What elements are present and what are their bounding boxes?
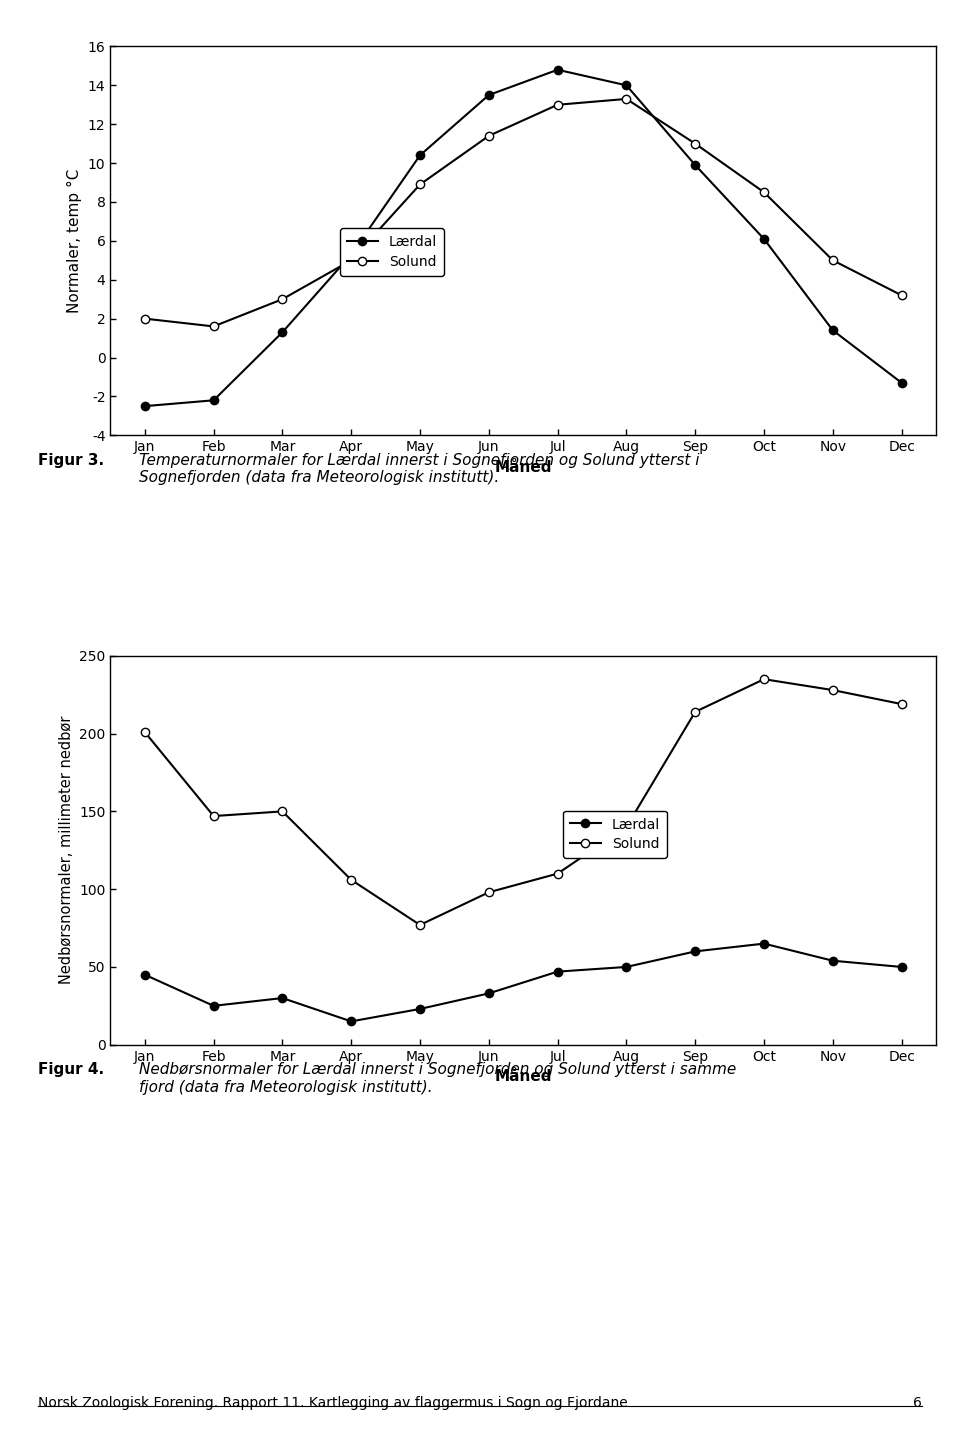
Lærdal	[758, 231, 770, 248]
Solund	[139, 724, 151, 741]
Solund	[758, 183, 770, 200]
Lærdal	[620, 958, 632, 975]
Lærdal	[139, 966, 151, 984]
Lærdal	[276, 324, 288, 341]
Lærdal	[896, 958, 907, 975]
Solund	[276, 802, 288, 820]
Lærdal	[827, 322, 839, 340]
Solund	[689, 704, 701, 721]
Solund	[276, 290, 288, 308]
Lærdal	[552, 963, 564, 981]
Lærdal	[689, 157, 701, 174]
Lærdal	[415, 1000, 426, 1017]
Lærdal	[208, 392, 220, 409]
Lærdal	[346, 245, 357, 263]
Lærdal	[827, 952, 839, 969]
Solund	[552, 865, 564, 882]
Solund	[346, 251, 357, 268]
X-axis label: Måned: Måned	[494, 1069, 552, 1084]
Solund	[758, 670, 770, 688]
Solund	[827, 251, 839, 268]
Legend: Lærdal, Solund: Lærdal, Solund	[340, 228, 444, 276]
Lærdal	[276, 990, 288, 1007]
Lærdal	[346, 1013, 357, 1030]
Legend: Lærdal, Solund: Lærdal, Solund	[564, 811, 667, 858]
Y-axis label: Normaler, temp °C: Normaler, temp °C	[67, 168, 83, 313]
Solund	[620, 90, 632, 107]
Lærdal	[620, 77, 632, 94]
Lærdal	[415, 147, 426, 164]
Text: Norsk Zoologisk Forening. Rapport 11. Kartlegging av flaggermus i Sogn og Fjorda: Norsk Zoologisk Forening. Rapport 11. Ka…	[38, 1396, 628, 1410]
Lærdal	[208, 997, 220, 1014]
Lærdal	[483, 86, 494, 103]
Lærdal	[758, 934, 770, 952]
Solund	[415, 916, 426, 933]
Line: Lærdal: Lærdal	[140, 65, 906, 411]
Solund	[346, 871, 357, 888]
Lærdal	[552, 61, 564, 78]
Solund	[689, 135, 701, 152]
Solund	[896, 695, 907, 712]
Line: Solund: Solund	[140, 94, 906, 331]
Solund	[620, 818, 632, 836]
Solund	[415, 176, 426, 193]
Y-axis label: Nedbørsnormaler, millimeter nedbør: Nedbørsnormaler, millimeter nedbør	[59, 717, 74, 984]
Solund	[139, 311, 151, 328]
Text: 6: 6	[913, 1396, 922, 1410]
Text: Figur 3.: Figur 3.	[38, 453, 105, 467]
Solund	[483, 884, 494, 901]
X-axis label: Måned: Måned	[494, 460, 552, 474]
Solund	[827, 682, 839, 699]
Solund	[208, 807, 220, 824]
Text: Nedbørsnormaler for Lærdal innerst i Sognefjorden og Solund ytterst i samme
fjor: Nedbørsnormaler for Lærdal innerst i Sog…	[139, 1062, 736, 1094]
Solund	[552, 96, 564, 113]
Text: Temperaturnormaler for Lærdal innerst i Sognefjorden og Solund ytterst i
Sognefj: Temperaturnormaler for Lærdal innerst i …	[139, 453, 700, 485]
Lærdal	[896, 374, 907, 392]
Line: Solund: Solund	[140, 675, 906, 929]
Lærdal	[689, 943, 701, 961]
Solund	[208, 318, 220, 335]
Text: Figur 4.: Figur 4.	[38, 1062, 105, 1077]
Lærdal	[139, 398, 151, 415]
Solund	[896, 287, 907, 305]
Lærdal	[483, 985, 494, 1003]
Line: Lærdal: Lærdal	[140, 939, 906, 1026]
Solund	[483, 128, 494, 145]
